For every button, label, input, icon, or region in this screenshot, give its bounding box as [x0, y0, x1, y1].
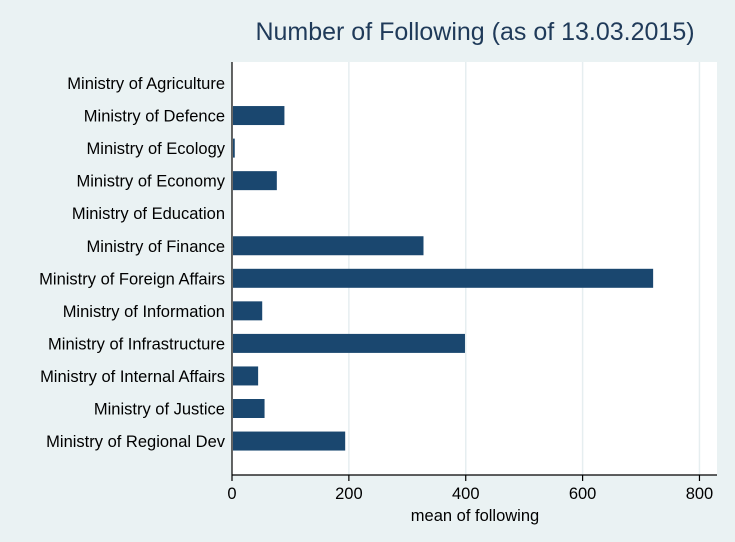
bar — [233, 399, 265, 418]
x-tick-label: 600 — [569, 485, 597, 503]
bar — [233, 333, 465, 353]
category-label: Ministry of Infrastructure — [48, 335, 225, 353]
bar — [233, 431, 346, 451]
x-tick-label: 0 — [227, 485, 236, 503]
axes — [231, 62, 717, 481]
x-tick-label: 800 — [686, 485, 714, 503]
x-tick-labels: 0 200 400 600 800 — [227, 485, 713, 503]
bar — [233, 138, 235, 158]
bar — [233, 301, 263, 321]
bars — [233, 106, 654, 451]
bar — [233, 366, 259, 386]
category-label: Ministry of Regional Dev — [46, 433, 226, 451]
category-labels: Ministry of Agriculture Ministry of Defen… — [39, 75, 226, 451]
bar — [233, 268, 654, 288]
chart-title: Number of Following (as of 13.03.2015) — [255, 18, 694, 46]
category-label: Ministry of Agriculture — [67, 75, 225, 93]
x-tick-label: 200 — [335, 485, 363, 503]
category-label: Ministry of Finance — [87, 238, 225, 256]
plot-area — [232, 62, 717, 475]
category-label: Ministry of Internal Affairs — [40, 368, 225, 386]
category-label: Ministry of Information — [63, 303, 225, 321]
bar — [233, 236, 424, 256]
grid-lines — [348, 62, 701, 475]
bar — [233, 171, 277, 191]
bar — [233, 106, 285, 126]
category-label: Ministry of Justice — [94, 401, 225, 419]
x-axis-title: mean of following — [411, 507, 539, 525]
category-label: Ministry of Education — [72, 205, 225, 223]
category-label: Ministry of Foreign Affairs — [39, 270, 225, 288]
category-label: Ministry of Economy — [76, 173, 225, 191]
category-label: Ministry of Defence — [84, 108, 225, 126]
x-tick-label: 400 — [452, 485, 480, 503]
category-label: Ministry of Ecology — [87, 140, 226, 158]
